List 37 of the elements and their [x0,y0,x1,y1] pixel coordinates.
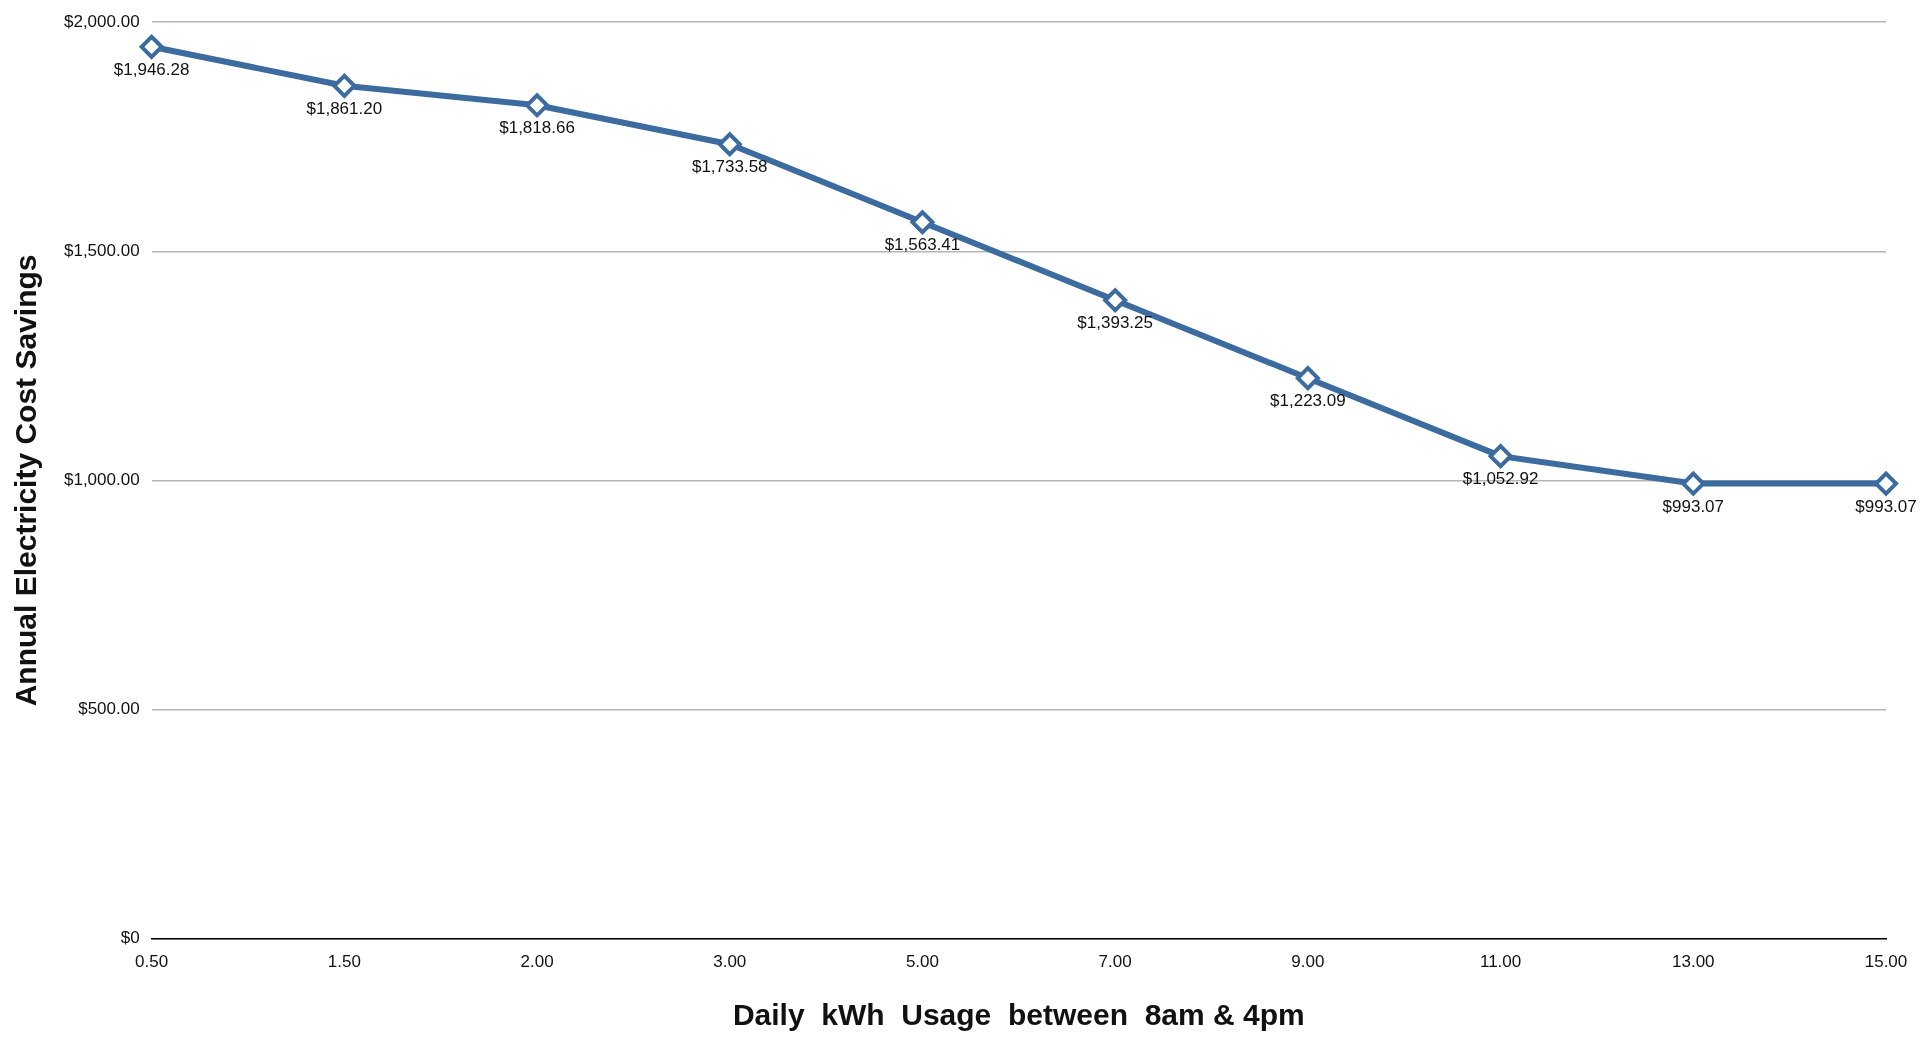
data-label: $993.07 [1662,496,1725,516]
point [139,34,164,59]
x-tick-label: 3.00 [713,952,747,972]
x-tick-label: 0.50 [135,952,169,972]
y-tick-label: $0 [120,928,140,948]
data-label: $993.07 [1855,496,1917,516]
x-axis-title: Daily kWh Usage between 8am & 4pm [732,998,1305,1032]
x-tick-label: 15.00 [1864,952,1908,972]
data-label: $1,818.66 [499,118,575,138]
x-tick-label: 11.00 [1479,952,1522,972]
data-label: $1,393.25 [1077,313,1153,333]
data-label: $1,223.09 [1270,391,1346,411]
y-axis-title: Annual Electricity Cost Savings [9,254,43,707]
y-tick-label: $1,500.00 [63,240,140,260]
point [1874,471,1898,496]
x-tick-label: 2.00 [520,952,554,972]
x-tick-label: 7.00 [1098,952,1132,972]
point [910,210,935,235]
data-label: $1,052.92 [1462,469,1539,489]
x-tick-label: 13.00 [1672,952,1715,972]
x-tick-label: 9.00 [1291,952,1325,972]
y-tick-label: $500.00 [78,699,140,719]
point [1295,366,1320,391]
point [525,93,550,118]
data-label: $1,733.58 [691,157,768,177]
y-tick-label: $1,000.00 [63,470,140,490]
point [1488,444,1513,469]
point [1103,288,1128,313]
data-label: $1,946.28 [113,60,190,79]
x-tick-label: 5.00 [905,952,940,972]
point [1681,471,1706,496]
y-tick-label: $2,000.00 [63,11,140,31]
point [332,73,357,98]
data-label: $1,563.41 [884,235,961,255]
x-tick-label: 1.50 [327,952,361,972]
point [717,132,742,157]
data-label: $1,861.20 [306,98,383,118]
